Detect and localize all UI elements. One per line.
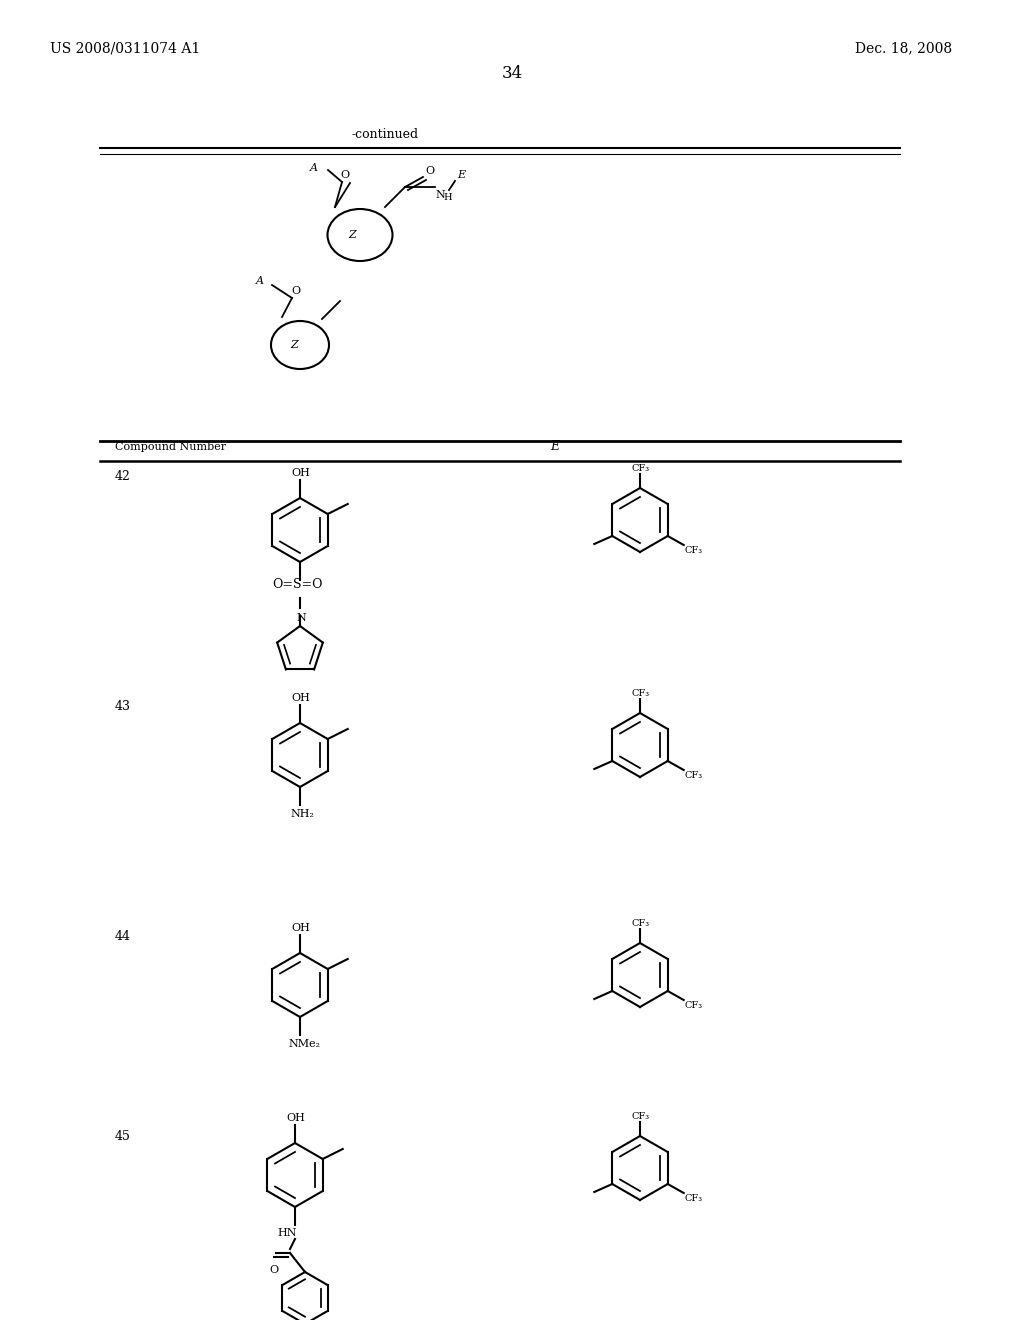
Text: 44: 44: [115, 931, 131, 942]
Text: O: O: [291, 286, 300, 296]
Text: O: O: [425, 166, 434, 176]
Text: H: H: [443, 193, 452, 202]
Text: CF₃: CF₃: [685, 1195, 702, 1203]
Text: CF₃: CF₃: [631, 465, 649, 473]
Text: E: E: [550, 440, 559, 453]
Text: NH₂: NH₂: [290, 809, 314, 818]
Text: OH: OH: [291, 469, 310, 478]
Text: OH: OH: [286, 1113, 305, 1123]
Text: Z: Z: [348, 230, 356, 240]
Text: OH: OH: [291, 693, 310, 704]
Text: CF₃: CF₃: [685, 546, 702, 554]
Text: A: A: [256, 276, 264, 286]
Text: CF₃: CF₃: [631, 689, 649, 698]
Text: CF₃: CF₃: [631, 919, 649, 928]
Text: CF₃: CF₃: [631, 1111, 649, 1121]
Text: US 2008/0311074 A1: US 2008/0311074 A1: [50, 41, 201, 55]
Text: NMe₂: NMe₂: [288, 1039, 319, 1049]
Text: Compound Number: Compound Number: [115, 442, 226, 451]
Text: E: E: [457, 170, 465, 180]
Text: O: O: [269, 1265, 279, 1275]
Text: CF₃: CF₃: [685, 1001, 702, 1010]
Text: HN: HN: [278, 1228, 297, 1238]
Text: 45: 45: [115, 1130, 131, 1143]
Text: CF₃: CF₃: [685, 771, 702, 780]
Text: O=S=O: O=S=O: [272, 578, 323, 591]
Text: O: O: [340, 170, 349, 180]
Text: 42: 42: [115, 470, 131, 483]
Text: N: N: [296, 612, 306, 623]
Text: A: A: [310, 162, 318, 173]
Text: -continued: -continued: [351, 128, 419, 141]
Text: Dec. 18, 2008: Dec. 18, 2008: [855, 41, 952, 55]
Text: 43: 43: [115, 700, 131, 713]
Text: 34: 34: [502, 65, 522, 82]
Text: N: N: [435, 190, 444, 201]
Text: OH: OH: [291, 923, 310, 933]
Text: Z: Z: [290, 341, 298, 350]
